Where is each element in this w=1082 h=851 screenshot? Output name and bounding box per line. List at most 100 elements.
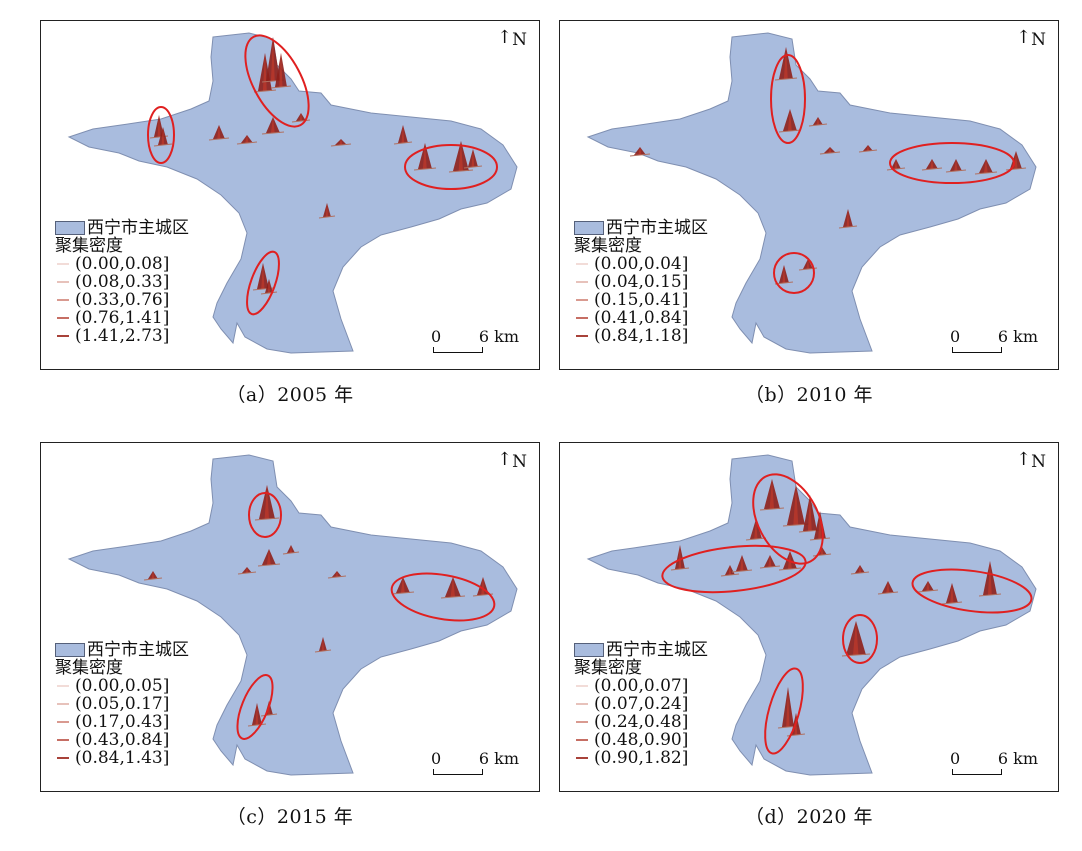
- density-spike-base: [327, 575, 347, 579]
- legend-class-label: (0.76,1.41]: [75, 308, 170, 328]
- legend-class-label: (0.33,0.76]: [75, 290, 170, 310]
- legend-class-row: (0.24,0.48]: [574, 713, 708, 731]
- density-spike-base: [318, 215, 336, 219]
- density-spike-base: [413, 167, 437, 171]
- legend-class-label: (0.04,0.15]: [594, 272, 689, 292]
- legend-class-label: (0.24,0.48]: [594, 712, 689, 732]
- cluster-highlight-ellipse: [661, 544, 807, 594]
- panel-caption: （c）2015 年: [226, 806, 354, 828]
- legend-class-row: (0.00,0.08]: [55, 255, 189, 273]
- density-spike: [440, 577, 466, 599]
- north-arrow-icon: ↑: [1016, 27, 1032, 48]
- density-spike-base: [393, 141, 413, 145]
- legend-class-row: (0.17,0.43]: [55, 713, 189, 731]
- cluster-highlight-ellipse: [236, 674, 274, 740]
- density-spike-highlight: [886, 581, 890, 593]
- density-spike-highlight: [816, 117, 820, 125]
- density-spike-highlight: [806, 259, 810, 269]
- legend-class-label: (0.41,0.84]: [594, 308, 689, 328]
- legend-class-row: (0.00,0.04]: [574, 255, 708, 273]
- scale-bar-line: [952, 347, 1002, 353]
- density-spike-base: [208, 137, 230, 141]
- density-spike-base: [778, 567, 802, 571]
- density-spike-highlight: [321, 637, 324, 651]
- density-spike-base: [391, 591, 415, 595]
- legend-class-row: (0.00,0.05]: [55, 677, 189, 695]
- density-spike-highlight: [828, 147, 832, 153]
- region-swatch: [55, 221, 85, 235]
- north-label: N: [1031, 452, 1046, 472]
- scale-label: 6 km: [478, 327, 519, 346]
- density-spike-highlight: [289, 545, 292, 553]
- map-canvas: [586, 454, 1037, 776]
- density-spike: [731, 555, 753, 573]
- legend-class-row: (0.00,0.07]: [574, 677, 708, 695]
- legend-class-row: (0.84,1.43]: [55, 749, 189, 767]
- legend-class-label: (0.84,1.43]: [75, 748, 170, 768]
- density-spike-highlight: [245, 567, 249, 573]
- density-spike-base: [629, 153, 651, 157]
- density-spike: [978, 561, 1002, 597]
- legend-class-row: (0.41,0.84]: [574, 309, 708, 327]
- city-region-area: [586, 32, 1037, 354]
- density-spike-highlight: [740, 555, 744, 571]
- scale-zero: 0: [431, 327, 442, 346]
- density-spike-highlight: [261, 263, 265, 289]
- legend-class-label: (0.43,0.84]: [75, 730, 170, 750]
- north-arrow-icon: ↑: [497, 449, 513, 470]
- density-spike-base: [270, 85, 292, 89]
- density-spike: [819, 147, 841, 155]
- legend-class-label: (0.00,0.04]: [594, 254, 689, 274]
- density-spike-highlight: [270, 37, 275, 81]
- cluster-highlight-ellipse: [770, 54, 806, 144]
- density-spike: [327, 571, 347, 579]
- density-spike-highlight: [266, 549, 271, 565]
- legend-region-label: 西宁市主城区: [87, 218, 189, 238]
- density-spike-highlight: [754, 519, 758, 539]
- legend-class-label: (1.41,2.73]: [75, 326, 170, 346]
- legend-region-label: 西宁市主城区: [606, 218, 708, 238]
- density-spike-base: [463, 165, 483, 169]
- map-canvas: [67, 32, 518, 354]
- density-spike: [745, 519, 767, 541]
- density-spike: [774, 47, 798, 81]
- density-spike-highlight: [401, 125, 405, 143]
- density-spike-base: [330, 143, 352, 147]
- density-spike: [261, 117, 285, 135]
- legend-title: 聚集密度: [574, 236, 642, 256]
- cluster-highlight-ellipse: [764, 667, 804, 755]
- density-spike: [208, 125, 230, 141]
- density-spike-highlight: [299, 113, 303, 121]
- legend-class-row: (0.05,0.17]: [55, 695, 189, 713]
- panel-caption: （a）2005 年: [226, 384, 354, 406]
- density-spike: [393, 125, 413, 145]
- density-spike-base: [917, 589, 939, 593]
- density-spike-highlight: [768, 555, 772, 567]
- cluster-highlight-ellipse: [246, 250, 280, 316]
- density-spike: [391, 577, 415, 595]
- density-spike-highlight: [858, 565, 862, 573]
- density-spike-base: [941, 601, 963, 605]
- legend-class-row: (0.04,0.15]: [574, 273, 708, 291]
- density-spike-highlight: [728, 565, 732, 575]
- scale-bar: 0 6 km: [431, 327, 519, 357]
- density-spike-base: [778, 129, 802, 133]
- density-spike-base: [886, 167, 906, 171]
- density-spike: [670, 545, 690, 571]
- map-canvas: [67, 454, 518, 776]
- density-spike: [318, 203, 336, 219]
- density-spike-highlight: [481, 577, 485, 595]
- scale-bar-line: [433, 347, 483, 353]
- density-spike-highlight: [264, 485, 269, 519]
- density-spike-base: [440, 595, 466, 599]
- north-label: N: [512, 30, 527, 50]
- density-spike: [448, 141, 474, 173]
- legend-class-row: (0.15,0.41]: [574, 291, 708, 309]
- density-spike-highlight: [807, 495, 812, 531]
- density-spike-highlight: [422, 143, 427, 169]
- density-spike: [314, 637, 332, 653]
- cluster-highlight-ellipse: [244, 34, 310, 128]
- density-spike-highlight: [954, 159, 958, 171]
- density-spike: [257, 549, 281, 567]
- map-panel-a: ↑N 西宁市主城区 聚集密度 (0.00,0.08] (0.08,0.33] (…: [40, 20, 540, 407]
